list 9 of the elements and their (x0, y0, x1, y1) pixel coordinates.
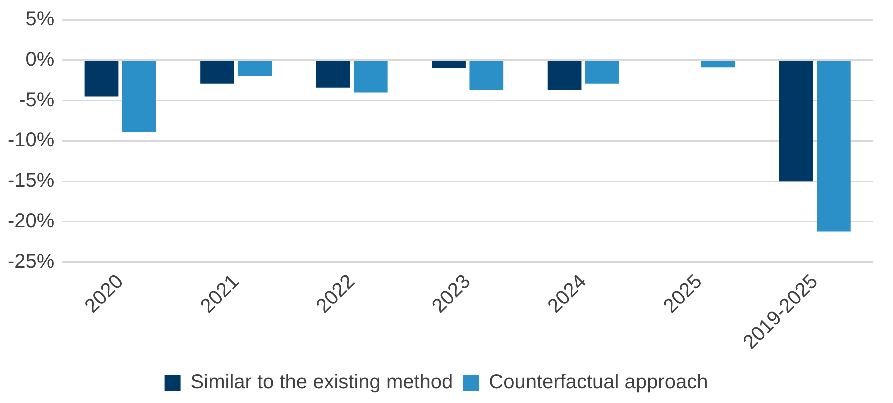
legend-label: Similar to the existing method (190, 372, 454, 394)
y-tick-label: -20% (8, 210, 55, 233)
y-tick-label: 5% (26, 8, 55, 31)
y-tick-label: -5% (19, 89, 55, 112)
y-tick-label: -10% (8, 130, 55, 152)
y-tick-label: -15% (8, 170, 55, 192)
legend-label: Counterfactual approach (489, 372, 708, 394)
y-tick-label: -25% (8, 250, 55, 273)
y-tick-label: 0% (26, 48, 55, 71)
